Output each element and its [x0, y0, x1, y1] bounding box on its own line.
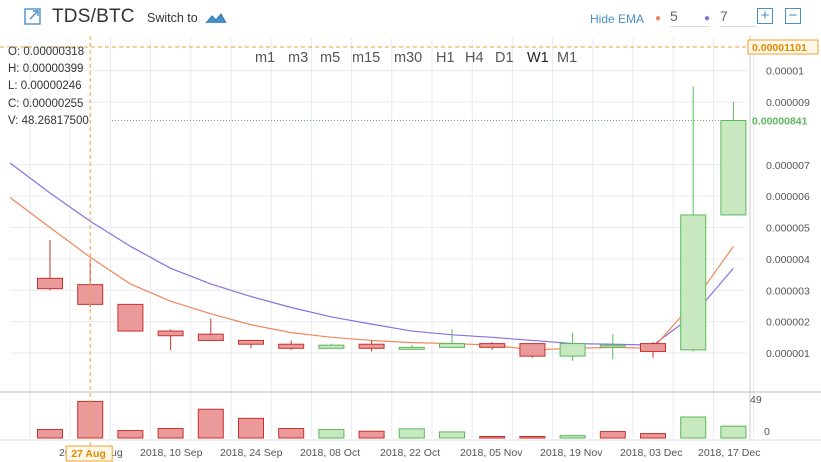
candle-body[interactable] — [519, 343, 546, 357]
ohlc-high: H: 0.00000399 — [8, 63, 84, 76]
volume-bar[interactable] — [479, 436, 506, 439]
volume-bar[interactable] — [519, 436, 546, 439]
volume-bar[interactable] — [358, 430, 385, 439]
x-tick-label: 2018, 17 Dec — [698, 447, 760, 459]
volume-bar[interactable] — [157, 428, 184, 439]
timeframe-w1[interactable]: W1 — [527, 50, 549, 66]
ohlc-low: L: 0.00000246 — [8, 80, 82, 93]
zoom-in-button[interactable]: + — [757, 8, 773, 24]
candle-body[interactable] — [398, 346, 425, 350]
x-tick-label: 2018, 03 Dec — [620, 447, 682, 459]
zoom-out-button[interactable]: − — [785, 8, 801, 24]
x-tick-label: 2018, 05 Nov — [460, 447, 523, 459]
volume-bar[interactable] — [318, 429, 345, 439]
volume-bar[interactable] — [599, 431, 626, 439]
candle-body[interactable] — [599, 344, 626, 348]
candle-body[interactable] — [640, 343, 666, 352]
ohlc-close: C: 0.00000255 — [8, 97, 84, 110]
x-tick-label-partial: 20 — [59, 447, 71, 459]
y-tick-label: 0.000005 — [766, 223, 810, 235]
chart-toolbar: TDS/BTC Switch to Hide EMA ● 5 ● 7 + − — [0, 0, 821, 36]
x-tick-label: 2018, 22 Oct — [380, 447, 440, 459]
volume-max-label: 49 — [750, 394, 762, 406]
timeframe-m3[interactable]: m3 — [288, 50, 309, 66]
volume-bar[interactable] — [680, 416, 707, 439]
candle-body[interactable] — [37, 277, 63, 290]
y-tick-label: 0.00001 — [766, 66, 804, 78]
candle-body[interactable] — [318, 344, 345, 349]
timeframe-h4[interactable]: H4 — [465, 50, 484, 66]
volume-bar[interactable] — [238, 417, 264, 439]
timeframe-m1[interactable]: m1 — [255, 50, 276, 66]
volume-bar[interactable] — [439, 431, 465, 439]
y-tick-label: 0.000009 — [766, 97, 810, 109]
y-tick-label: 0.000003 — [766, 285, 810, 297]
y-tick-label: 0.000004 — [766, 254, 810, 266]
ema-fast-input[interactable]: 5 — [670, 8, 710, 27]
candle-body[interactable] — [680, 214, 707, 351]
ema5-dot-icon: ● — [655, 13, 662, 24]
x-tick-label: 2018, 19 Nov — [540, 447, 603, 459]
volume-bar[interactable] — [559, 435, 586, 439]
x-tick-label-partial: ug — [111, 447, 123, 459]
x-tick-label: 2018, 10 Sep — [140, 447, 203, 459]
ohlc-volume: V: 48.26817500 — [8, 114, 89, 127]
ema-slow-input[interactable]: 7 — [720, 8, 756, 27]
crosshair-date-label: 27 Aug — [71, 448, 106, 460]
timeframe-d1[interactable]: D1 — [495, 50, 514, 66]
volume-bar[interactable] — [197, 408, 224, 439]
candle-body[interactable] — [559, 343, 586, 357]
volume-min-label: 0 — [764, 426, 770, 438]
candle-body[interactable] — [117, 303, 144, 332]
y-tick-label: 0.000006 — [766, 191, 810, 203]
expand-icon[interactable] — [24, 8, 41, 25]
y-tick-label: 0.000002 — [766, 317, 810, 329]
timeframe-h1[interactable]: H1 — [436, 50, 455, 66]
pair-title: TDS/BTC — [52, 6, 135, 27]
volume-bar[interactable] — [640, 433, 666, 439]
timeframe-m15[interactable]: m15 — [352, 50, 381, 66]
volume-bar[interactable] — [77, 400, 104, 439]
tradingview-switch-icon[interactable] — [205, 11, 227, 25]
last-price-label: 0.00000841 — [752, 116, 808, 128]
timeframe-m1[interactable]: M1 — [557, 50, 578, 66]
candle-body[interactable] — [278, 343, 305, 349]
candle-body[interactable] — [358, 343, 385, 349]
y-tick-label: 0.000001 — [766, 348, 810, 360]
candle-body[interactable] — [479, 343, 506, 348]
ema7-dot-icon: ● — [704, 13, 711, 24]
candle-body[interactable] — [157, 330, 184, 337]
candle-body[interactable] — [77, 284, 104, 305]
volume-bar[interactable] — [278, 428, 305, 439]
candle-body[interactable] — [439, 343, 465, 348]
volume-bar[interactable] — [37, 429, 63, 439]
switch-to-label[interactable]: Switch to — [147, 11, 198, 25]
ohlc-open: O: 0.00000318 — [8, 46, 85, 58]
x-tick-label: 2018, 24 Sep — [220, 447, 283, 459]
ohlc-readout: O: 0.00000318 H: 0.00000399 L: 0.0000024… — [8, 44, 89, 130]
volume-bar[interactable] — [398, 428, 425, 439]
hide-ema-button[interactable]: Hide EMA — [590, 12, 645, 26]
crosshair-price-box — [747, 39, 819, 55]
candle-body[interactable] — [238, 339, 264, 345]
crosshair-price-label: 0.00001101 — [752, 42, 807, 54]
timeframe-m30[interactable]: m30 — [394, 50, 423, 66]
crosshair-date-box — [65, 445, 113, 462]
volume-bar[interactable] — [117, 430, 144, 439]
timeframe-m5[interactable]: m5 — [320, 50, 341, 66]
candle-body[interactable] — [197, 333, 224, 341]
volume-bar[interactable] — [720, 425, 747, 439]
candle-body[interactable] — [720, 120, 747, 216]
x-tick-label: 2018, 08 Oct — [300, 447, 360, 459]
y-tick-label: 0.000007 — [766, 160, 810, 172]
